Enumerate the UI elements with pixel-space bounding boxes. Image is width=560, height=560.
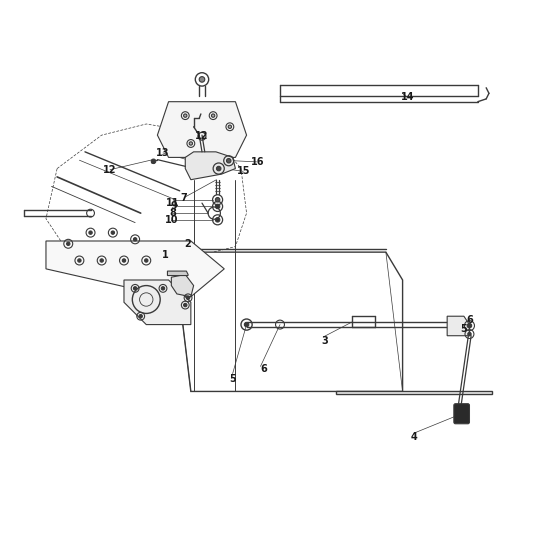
Text: 16: 16 <box>251 157 264 167</box>
Circle shape <box>184 304 187 307</box>
Polygon shape <box>124 280 191 325</box>
Circle shape <box>467 324 472 328</box>
Text: 15: 15 <box>237 166 250 176</box>
Circle shape <box>122 259 125 262</box>
Circle shape <box>189 142 193 145</box>
Text: 9: 9 <box>171 202 178 212</box>
Text: 6: 6 <box>466 315 473 325</box>
Circle shape <box>228 125 231 128</box>
Text: 14: 14 <box>402 92 415 102</box>
Text: 8: 8 <box>169 208 176 218</box>
Polygon shape <box>46 241 224 297</box>
Text: 11: 11 <box>166 198 180 208</box>
Text: 7: 7 <box>181 193 188 203</box>
Circle shape <box>226 158 231 163</box>
Polygon shape <box>167 271 188 276</box>
Circle shape <box>199 77 205 82</box>
Polygon shape <box>171 274 194 297</box>
Text: 3: 3 <box>321 337 328 346</box>
Circle shape <box>133 237 137 241</box>
Text: 5: 5 <box>229 374 236 384</box>
Circle shape <box>78 259 81 262</box>
Circle shape <box>151 159 156 164</box>
Circle shape <box>468 333 471 336</box>
Circle shape <box>67 242 70 245</box>
FancyBboxPatch shape <box>454 404 469 424</box>
Circle shape <box>244 323 249 327</box>
Circle shape <box>217 166 221 171</box>
Circle shape <box>111 231 114 234</box>
Text: 12: 12 <box>195 131 209 141</box>
Text: 5: 5 <box>460 324 467 334</box>
Circle shape <box>139 315 142 318</box>
Circle shape <box>144 259 148 262</box>
Circle shape <box>216 198 220 202</box>
Text: 1: 1 <box>162 250 169 260</box>
Circle shape <box>89 231 92 234</box>
Polygon shape <box>174 252 403 391</box>
Polygon shape <box>336 391 492 394</box>
Text: 12: 12 <box>103 165 117 175</box>
Circle shape <box>161 287 165 290</box>
Circle shape <box>216 204 220 209</box>
Circle shape <box>186 296 190 300</box>
Text: 10: 10 <box>165 215 178 225</box>
Circle shape <box>100 259 104 262</box>
Text: 2: 2 <box>185 239 192 249</box>
Polygon shape <box>447 316 469 336</box>
Circle shape <box>133 287 137 290</box>
Circle shape <box>212 114 215 117</box>
Polygon shape <box>157 102 246 157</box>
Text: 6: 6 <box>260 364 267 374</box>
Polygon shape <box>185 152 235 180</box>
Circle shape <box>184 114 187 117</box>
Text: 4: 4 <box>410 432 417 442</box>
Text: 13: 13 <box>156 148 170 158</box>
Circle shape <box>216 218 220 222</box>
